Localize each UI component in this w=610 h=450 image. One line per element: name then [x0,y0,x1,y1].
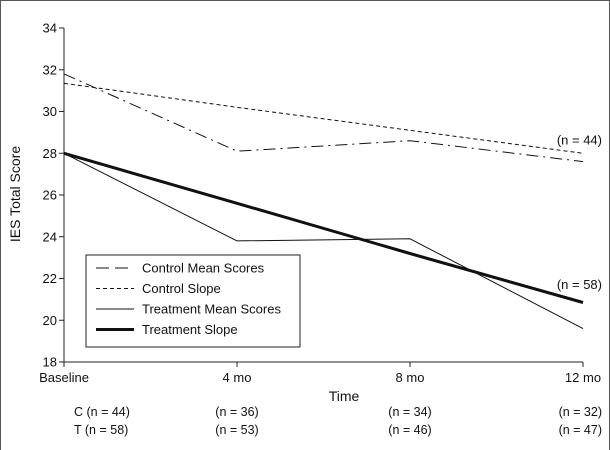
y-tick-label: 30 [43,104,57,119]
legend-label: Treatment Mean Scores [142,302,281,317]
legend-label: Treatment Slope [142,322,238,337]
plot-area [63,73,584,330]
y-tick-label: 32 [43,62,57,77]
y-tick-label: 28 [43,146,57,161]
x-axis-label: Time [329,388,360,404]
legend-label: Control Mean Scores [142,261,265,276]
y-tick-label: 22 [43,271,57,286]
y-tick-label: 24 [43,229,57,244]
sample-size-value: (n = 47) [559,423,602,437]
series-control-slope [63,82,584,154]
x-tick-label: 8 mo [396,370,425,385]
sample-size-row-label: T (n = 58) [74,423,128,437]
sample-size-value: (n = 53) [215,423,258,437]
x-tick-label: Baseline [39,370,89,385]
sample-size-value: (n = 36) [215,405,258,419]
y-axis-label: IES Total Score [7,146,23,242]
sample-size-value: (n = 46) [388,423,431,437]
y-tick-label: 20 [43,313,57,328]
legend-box [85,254,301,348]
x-tick-label: 12 mo [565,370,601,385]
axes: 18 20 22 24 26 28 30 32 34 Baseline 4 mo 8 mo 12 mo [39,21,601,386]
sample-size-row-label: C (n = 44) [74,405,130,419]
y-tick-label: 34 [43,21,57,36]
sample-size-table: C (n = 44) (n = 36) (n = 34) (n = 32) T (n =… [74,405,602,437]
y-tick-label: 26 [43,188,57,203]
legend-label: Control Slope [142,281,221,296]
sample-size-value: (n = 32) [559,405,602,419]
series-treatment-mean-scores [63,152,584,330]
annotations: (n = 44) (n = 58) [557,133,602,292]
sample-size-annotation: (n = 58) [557,277,602,292]
y-tick-label: 18 [43,355,57,370]
sample-size-annotation: (n = 44) [557,133,602,148]
legend: Control Mean Scores Control Slope Treatmen… [85,254,301,348]
sample-size-value: (n = 34) [388,405,431,419]
series-control-mean-scores [63,73,584,163]
series-treatment-slope [63,151,584,304]
x-tick-label: 4 mo [223,370,252,385]
